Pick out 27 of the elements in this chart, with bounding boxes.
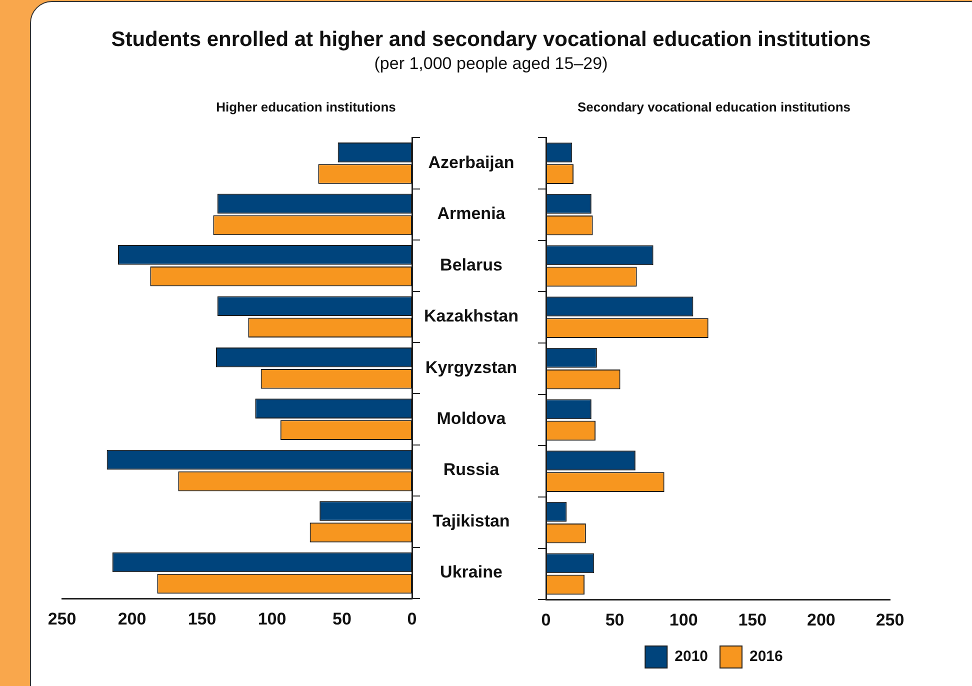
x-tick-label: 150	[738, 610, 767, 630]
x-tick-label: 250	[876, 610, 904, 630]
x-tick-label: 100	[669, 610, 698, 630]
x-tick-label: 0	[407, 609, 417, 628]
x-tick-label: 200	[118, 609, 146, 628]
x-tick-label: 50	[605, 610, 624, 630]
y-tick-label: Moldova	[436, 409, 506, 428]
chart-title: Secondary vocational education institutions	[577, 99, 851, 114]
y-tick-label: Tajikistan	[432, 511, 510, 530]
y-tick-label: Kyrgyzstan	[425, 358, 518, 377]
y-tick-label: Ukraine	[440, 562, 502, 582]
y-tick-label: Russia	[443, 460, 500, 480]
chart-title: Higher education institutions	[216, 99, 396, 114]
text: (per 1,000 people aged 15–29)	[373, 53, 609, 75]
y-tick-label: Kazakhstan	[424, 306, 518, 326]
text: Students enrolled at higher and secondary vocational education institutions	[110, 27, 872, 53]
x-tick-label: 200	[807, 610, 836, 630]
x-tick-label: 100	[258, 609, 286, 628]
y-tick-label: Azerbaijan	[428, 152, 514, 172]
x-tick-label: 0	[541, 610, 551, 630]
y-tick-label: Belarus	[440, 255, 502, 274]
x-tick-label: 250	[48, 609, 76, 628]
x-tick-label: 150	[188, 609, 216, 628]
x-tick-label: 50	[332, 609, 352, 628]
legend-label: 2010	[674, 648, 708, 666]
legend-label: 2016	[750, 648, 783, 666]
y-tick-label: Armenia	[437, 204, 506, 224]
